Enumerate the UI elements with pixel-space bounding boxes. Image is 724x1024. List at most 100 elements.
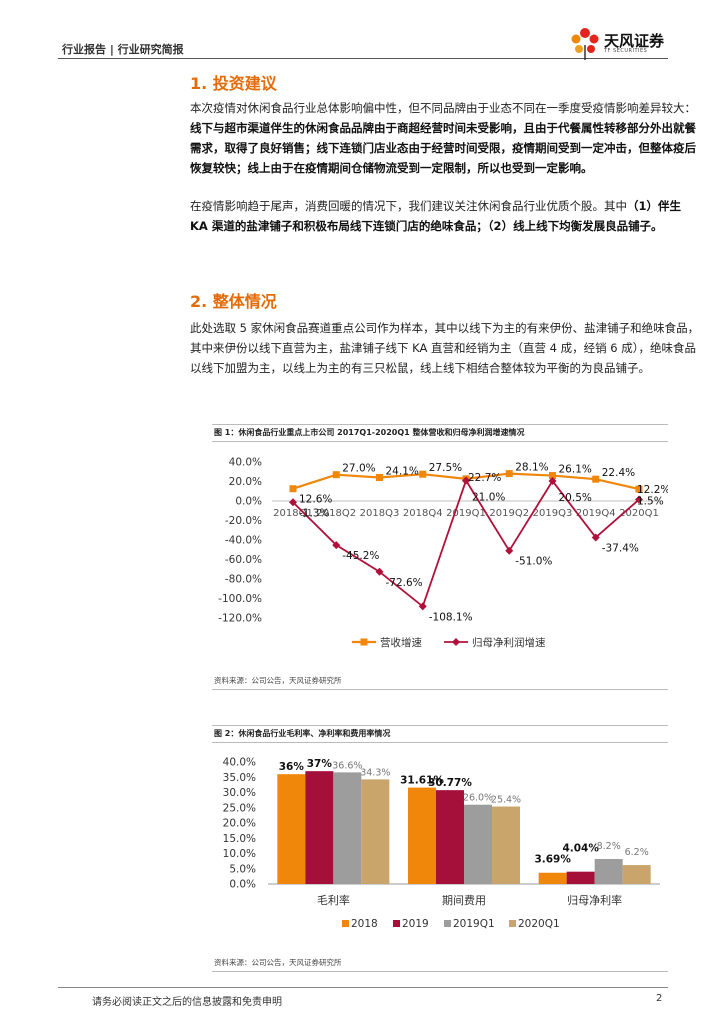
profit-growth-data-label: -108.1% xyxy=(429,611,473,623)
profit-growth-point xyxy=(289,498,297,507)
bar-data-label: 31.61% xyxy=(400,775,444,787)
bar xyxy=(566,871,595,884)
figure-2-bar-chart: 40.0% 35.0% 30.0% 25.0% 20.0% 15.0% 10.0% 5.0% 0… xyxy=(223,757,660,930)
bar-data-label: 36% xyxy=(279,761,305,773)
logo-subtext: TF SECURITIES xyxy=(604,48,648,54)
p2-plain: 在疫情影响趋于尾声，消费回暖的情况下，我们建议关注休闲食品行业优质个股。其中 xyxy=(190,199,627,213)
revenue-growth-point xyxy=(635,485,643,493)
y-tick-label: 10.0% xyxy=(223,848,256,860)
figure-1-source: 资料来源：公司公告，天风证券研究所 xyxy=(214,676,342,685)
y-tick-label: 20.0% xyxy=(223,818,256,830)
revenue-growth-data-label: 27.5% xyxy=(429,462,462,474)
y-tick-label: -120.0% xyxy=(218,613,262,625)
revenue-growth-point xyxy=(549,472,556,480)
figure-2-title: 图 2：休闲食品行业毛利率、净利率和费用率情况 xyxy=(214,729,391,738)
bar xyxy=(305,771,334,884)
legend-label: 2019Q1 xyxy=(453,918,495,930)
revenue-growth-data-label: 26.1% xyxy=(559,464,592,476)
x-category-label: 毛利率 xyxy=(317,893,350,907)
bar xyxy=(594,858,623,884)
legend-marker xyxy=(342,920,349,927)
bar xyxy=(436,790,464,884)
bar-data-label: 4.04% xyxy=(562,843,599,855)
bar xyxy=(361,779,390,884)
bar-data-label: 8.2% xyxy=(597,841,621,852)
section-1-paragraph-2: 在疫情影响趋于尾声，消费回暖的情况下，我们建议关注休闲食品行业优质个股。其中（1… xyxy=(190,196,700,236)
p1-plain: 本次疫情对休闲食品行业总体影响偏中性，但不同品牌由于业态不同在一季度受疫情影响差… xyxy=(190,101,696,115)
revenue-growth-data-label: 28.1% xyxy=(515,462,548,474)
y-tick-label: 25.0% xyxy=(223,802,256,814)
legend-marker xyxy=(393,920,400,927)
profit-growth-data-label: -45.2% xyxy=(342,550,379,562)
legend-label: 2018 xyxy=(351,918,378,930)
y-tick-label: 0.0% xyxy=(229,879,256,891)
revenue-growth-point xyxy=(419,470,427,478)
bar-data-label: 25.4% xyxy=(491,795,521,806)
bar-data-label: 6.2% xyxy=(625,847,649,858)
bar-data-label: 36.6% xyxy=(332,760,362,771)
profit-growth-data-label: 1.5% xyxy=(637,496,664,508)
x-tick-label: 2018Q1 xyxy=(273,508,313,519)
profit-growth-point xyxy=(375,567,384,576)
y-tick-label: 40.0% xyxy=(223,757,256,769)
profit-growth-point xyxy=(505,546,514,555)
profit-growth-data-label: -51.0% xyxy=(515,556,552,568)
bar xyxy=(333,772,362,884)
profit-growth-data-label: -1.3% xyxy=(299,507,329,519)
figure-1-line-chart: 40.0% 20.0% 0.0% -20.0% -40.0% -60.0% -80.0% -1… xyxy=(218,457,668,650)
x-category-label: 归母净利率 xyxy=(567,893,622,907)
revenue-growth-point xyxy=(505,470,513,478)
logo-text: 天风证券 xyxy=(604,32,665,50)
section-2-paragraph: 此处选取 5 家休闲食品赛道重点公司作为样本，其中以线下为主的有来伊份、盐津铺子… xyxy=(190,321,700,375)
bar-data-label: 3.69% xyxy=(534,854,571,866)
legend-label: 2020Q1 xyxy=(518,918,560,930)
bar xyxy=(622,865,651,884)
page-number: 2 xyxy=(656,993,663,1004)
y-tick-label: 15.0% xyxy=(223,833,256,845)
revenue-growth-data-label: 22.7% xyxy=(468,472,501,484)
section-1-paragraph-1: 本次疫情对休闲食品行业总体影响偏中性，但不同品牌由于业态不同在一季度受疫情影响差… xyxy=(190,98,700,178)
x-tick-label: 2019Q3 xyxy=(533,508,573,519)
revenue-growth-data-label: 12.2% xyxy=(637,484,668,496)
revenue-growth-data-label: 12.6% xyxy=(299,494,332,506)
y-tick-label: -20.0% xyxy=(225,515,262,527)
profit-growth-point xyxy=(591,533,600,542)
figure-1-top-rule xyxy=(212,424,668,425)
profit-growth-point xyxy=(548,477,557,486)
section-1-title: 1. 投资建议 xyxy=(190,74,277,93)
p2-bold: （1）伴生 KA 渠道的盐津铺子和积极布局线下连锁门店的绝味食品；（2）线上线下… xyxy=(190,199,682,233)
x-tick-label: 2018Q4 xyxy=(403,508,443,519)
bar xyxy=(408,787,436,884)
bar xyxy=(277,774,306,884)
profit-growth-data-label: -72.6% xyxy=(386,577,423,589)
x-tick-label: 2019Q4 xyxy=(576,508,616,519)
y-tick-label: -60.0% xyxy=(225,554,262,566)
bar-data-label: 26.0% xyxy=(463,793,493,804)
x-tick-label: 2018Q2 xyxy=(316,508,356,519)
y-tick-label: 20.0% xyxy=(229,476,262,488)
figure-1-bottom-rule xyxy=(212,689,668,690)
profit-growth-data-label: -37.4% xyxy=(602,542,639,554)
y-tick-label: -100.0% xyxy=(218,593,262,605)
profit-growth-point xyxy=(462,476,470,485)
y-tick-label: -80.0% xyxy=(225,574,262,586)
bar-data-label: 34.3% xyxy=(360,767,390,778)
figure-2-source: 资料来源：公司公告，天风证券研究所 xyxy=(214,958,342,967)
section-2-title: 2. 整体情况 xyxy=(190,292,277,311)
footer-disclaimer: 请务必阅读正文之后的信息披露和免责申明 xyxy=(92,997,282,1008)
profit-growth-data-label: 20.5% xyxy=(559,492,592,504)
figure-2-top-rule xyxy=(212,725,668,726)
y-tick-label: 40.0% xyxy=(229,457,262,469)
y-tick-label: 5.0% xyxy=(229,863,256,875)
x-tick-label: 2019Q1 xyxy=(446,508,486,519)
x-tick-label: 2018Q3 xyxy=(360,508,400,519)
revenue-growth-point xyxy=(332,471,340,479)
y-tick-label: 0.0% xyxy=(235,496,262,508)
profit-growth-point xyxy=(418,602,427,611)
bar xyxy=(464,804,492,884)
y-tick-label: -40.0% xyxy=(225,535,262,547)
figure-2-bottom-rule xyxy=(212,971,668,972)
x-category-label: 期间费用 xyxy=(442,894,486,907)
figure-1-title: 图 1：休闲食品行业重点上市公司 2017Q1-2020Q1 整体营收和归母净利… xyxy=(214,428,525,437)
profit-growth-data-label: 21.0% xyxy=(472,492,505,504)
